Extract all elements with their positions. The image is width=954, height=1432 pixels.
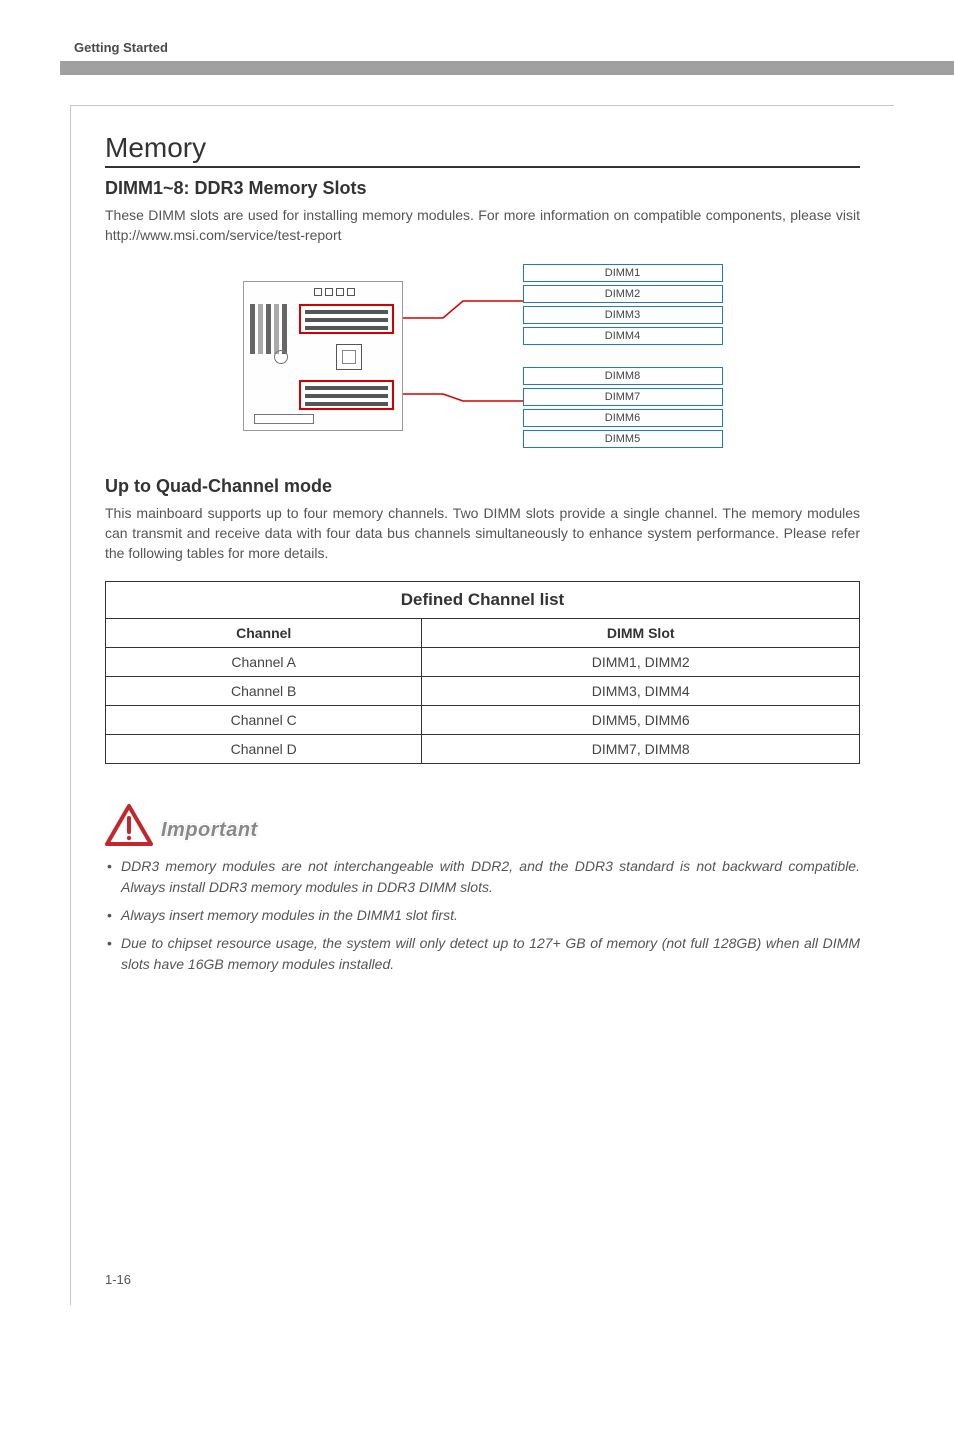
content-frame: Memory DIMM1~8: DDR3 Memory Slots These … — [70, 105, 894, 1305]
table-head-slot: DIMM Slot — [422, 619, 860, 648]
dimm-label: DIMM4 — [523, 327, 723, 345]
section-title: Memory — [105, 132, 860, 168]
cpu-socket-icon — [336, 344, 362, 370]
note-item: Due to chipset resource usage, the syste… — [107, 933, 860, 974]
channel-table: Defined Channel list Channel DIMM Slot C… — [105, 581, 860, 764]
dimm-slots-body: These DIMM slots are used for installing… — [105, 205, 860, 246]
dimm-label: DIMM5 — [523, 430, 723, 448]
table-title: Defined Channel list — [106, 582, 860, 619]
header-divider — [60, 61, 954, 75]
dimm-slots-heading: DIMM1~8: DDR3 Memory Slots — [105, 178, 860, 199]
table-cell: DIMM5, DIMM6 — [422, 706, 860, 735]
table-row: Channel A DIMM1, DIMM2 — [106, 648, 860, 677]
table-cell: Channel C — [106, 706, 422, 735]
dimm-bank-bottom-highlight — [299, 380, 394, 410]
table-cell: Channel D — [106, 735, 422, 764]
table-row: Channel D DIMM7, DIMM8 — [106, 735, 860, 764]
table-cell: DIMM1, DIMM2 — [422, 648, 860, 677]
dimm-label: DIMM8 — [523, 367, 723, 385]
quad-channel-heading: Up to Quad-Channel mode — [105, 476, 860, 497]
dimm-diagram: DIMM1 DIMM2 DIMM3 DIMM4 DIMM8 DIMM7 DIMM… — [105, 264, 860, 448]
table-cell: Channel A — [106, 648, 422, 677]
table-head-channel: Channel — [106, 619, 422, 648]
dimm-group-bottom: DIMM8 DIMM7 DIMM6 DIMM5 — [523, 367, 723, 448]
page-number: 1-16 — [105, 1272, 131, 1287]
dimm-group-top: DIMM1 DIMM2 DIMM3 DIMM4 — [523, 264, 723, 345]
dimm-label: DIMM1 — [523, 264, 723, 282]
table-cell: Channel B — [106, 677, 422, 706]
warning-icon — [105, 804, 153, 846]
table-row: Channel B DIMM3, DIMM4 — [106, 677, 860, 706]
important-notes: DDR3 memory modules are not interchangea… — [105, 856, 860, 973]
table-cell: DIMM3, DIMM4 — [422, 677, 860, 706]
dimm-bank-top-highlight — [299, 304, 394, 334]
note-item: DDR3 memory modules are not interchangea… — [107, 856, 860, 897]
dimm-label: DIMM6 — [523, 409, 723, 427]
motherboard-graphic — [243, 281, 403, 431]
dimm-label: DIMM2 — [523, 285, 723, 303]
important-callout: Important — [105, 804, 860, 846]
chapter-title: Getting Started — [70, 40, 894, 55]
table-cell: DIMM7, DIMM8 — [422, 735, 860, 764]
callout-lines — [403, 281, 523, 431]
note-item: Always insert memory modules in the DIMM… — [107, 905, 860, 925]
quad-channel-body: This mainboard supports up to four memor… — [105, 503, 860, 564]
table-row: Channel C DIMM5, DIMM6 — [106, 706, 860, 735]
dimm-label: DIMM3 — [523, 306, 723, 324]
important-label: Important — [161, 819, 258, 846]
dimm-label: DIMM7 — [523, 388, 723, 406]
dimm-labels: DIMM1 DIMM2 DIMM3 DIMM4 DIMM8 DIMM7 DIMM… — [523, 264, 723, 448]
